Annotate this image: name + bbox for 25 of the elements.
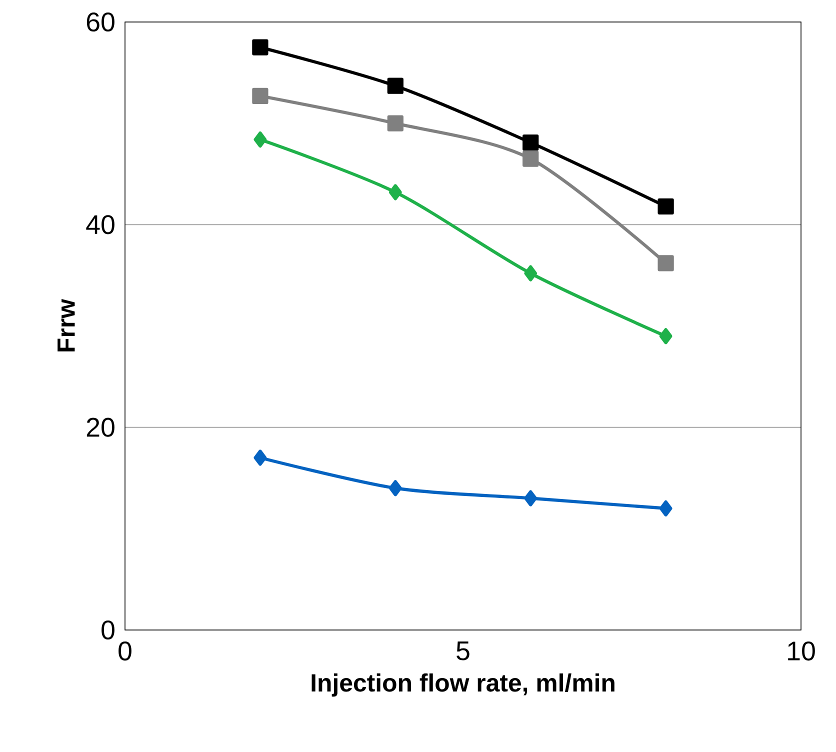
point	[388, 480, 402, 496]
point	[254, 450, 267, 466]
y-tick-label: 20	[86, 418, 114, 437]
point	[387, 115, 404, 132]
point	[252, 39, 268, 56]
y-axis-title: Frrw	[58, 298, 75, 352]
x-tick-label: 10	[788, 642, 815, 661]
y-tick-label: 40	[86, 215, 114, 234]
point	[387, 78, 404, 94]
point	[659, 328, 672, 344]
point	[252, 88, 268, 104]
point	[388, 184, 402, 200]
y-tick-label: 0	[102, 620, 114, 640]
point	[522, 150, 539, 167]
y-tick-label: 60	[86, 12, 114, 32]
x-tick-label: 0	[118, 642, 132, 661]
point	[659, 500, 672, 516]
point	[658, 255, 674, 272]
point	[524, 490, 538, 506]
x-tick-label: 5	[456, 642, 470, 660]
point	[524, 265, 538, 282]
x-axis-title: Injection flow rate, ml/min	[312, 673, 614, 697]
point	[658, 198, 674, 214]
point	[254, 131, 267, 148]
point	[522, 134, 539, 151]
